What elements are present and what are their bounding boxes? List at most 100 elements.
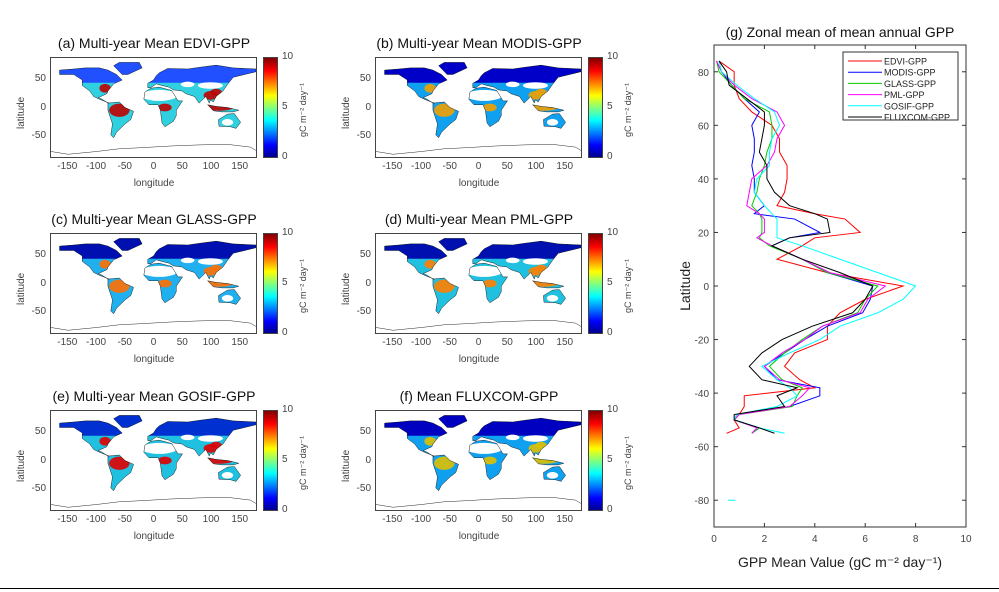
north-america-outline bbox=[59, 243, 123, 280]
greenland-outline bbox=[113, 62, 143, 75]
indonesia-outline bbox=[206, 457, 240, 466]
x-tick-label: 0 bbox=[150, 337, 157, 348]
x-tick-label: -150 bbox=[382, 161, 403, 172]
high-gpp-region bbox=[483, 279, 497, 288]
panel-title: (d) Multi-year Mean PML-GPP bbox=[384, 211, 574, 227]
high-gpp-region bbox=[158, 103, 172, 112]
legend-label: GLASS-GPP bbox=[884, 79, 936, 89]
y-tick-label: 0 bbox=[40, 454, 46, 466]
colorbar-tick-label: 5 bbox=[607, 277, 613, 288]
y-tick-label: -50 bbox=[356, 482, 371, 494]
colorbar bbox=[263, 410, 278, 511]
x-tick-label: 0 bbox=[475, 161, 482, 172]
africa-outline bbox=[468, 86, 508, 128]
x-tick-label: -100 bbox=[85, 337, 107, 348]
y-tick-label: 20 bbox=[698, 228, 710, 239]
legend-label: FLUXCOM-GPP bbox=[884, 113, 950, 123]
desert-region bbox=[522, 435, 548, 442]
antarctica-outline bbox=[376, 320, 581, 331]
y-tick-label: -80 bbox=[695, 496, 710, 507]
x-tick-label: 50 bbox=[176, 514, 188, 525]
eurasia-outline bbox=[472, 240, 581, 280]
high-gpp-region bbox=[424, 436, 436, 446]
x-axis-label: GPP Mean Value (gC m⁻² day⁻¹) bbox=[738, 554, 942, 570]
x-tick-label: -150 bbox=[57, 514, 78, 525]
x-tick-label: 50 bbox=[501, 514, 513, 525]
panel-title: (e) Multi-year Mean GOSIF-GPP bbox=[52, 388, 256, 404]
colorbar-tick-label: 10 bbox=[282, 51, 294, 62]
panel-title: (c) Multi-year Mean GLASS-GPP bbox=[51, 211, 257, 227]
south-america-outline bbox=[432, 101, 459, 139]
series-line-glass-gpp bbox=[716, 60, 879, 434]
indonesia-outline bbox=[531, 457, 565, 466]
antarctica-outline bbox=[51, 497, 256, 508]
x-tick-label: 50 bbox=[176, 161, 188, 172]
y-tick-label: 50 bbox=[359, 249, 371, 261]
y-tick-label: -50 bbox=[356, 129, 371, 141]
desert-region bbox=[221, 295, 234, 302]
africa-outline bbox=[143, 439, 183, 481]
x-tick-label: 150 bbox=[231, 161, 249, 172]
colorbar-tick-label: 0 bbox=[282, 504, 288, 515]
x-axis-label: longitude bbox=[458, 531, 500, 542]
panel-title: (b) Multi-year Mean MODIS-GPP bbox=[376, 35, 582, 51]
x-tick-label: 0 bbox=[475, 337, 482, 348]
x-tick-label: -100 bbox=[85, 514, 107, 525]
plot-area bbox=[713, 44, 967, 528]
x-tick-label: 50 bbox=[176, 337, 188, 348]
y-tick-label: -50 bbox=[31, 129, 46, 141]
series-line-gosif-gpp bbox=[718, 60, 917, 434]
eurasia-outline bbox=[472, 417, 581, 457]
colorbar-tick-label: 0 bbox=[282, 151, 288, 162]
indonesia-outline bbox=[206, 104, 240, 113]
colorbar-tick-label: 10 bbox=[607, 227, 619, 238]
desert-region bbox=[505, 257, 520, 264]
colorbar-tick-label: 10 bbox=[607, 51, 619, 62]
high-gpp-region bbox=[210, 441, 222, 449]
y-tick-label: -60 bbox=[695, 443, 710, 454]
antarctica-outline bbox=[376, 497, 581, 508]
high-gpp-region bbox=[535, 264, 547, 272]
high-gpp-region bbox=[424, 259, 436, 269]
gpp-map bbox=[50, 233, 257, 334]
gpp-map bbox=[375, 233, 582, 334]
greenland-outline bbox=[113, 238, 143, 251]
desert-region bbox=[546, 472, 559, 479]
y-tick-label: 0 bbox=[365, 454, 371, 466]
south-america-outline bbox=[107, 454, 134, 492]
x-tick-label: 10 bbox=[960, 534, 972, 545]
x-axis-label: longitude bbox=[133, 354, 175, 365]
desert-region bbox=[197, 258, 223, 265]
colorbar bbox=[588, 233, 603, 334]
colorbar-tick-label: 5 bbox=[282, 277, 288, 288]
desert-region bbox=[180, 257, 195, 264]
australia-outline bbox=[543, 113, 566, 129]
x-tick-label: -50 bbox=[442, 337, 457, 348]
x-tick-label: 50 bbox=[501, 337, 513, 348]
x-tick-label: 0 bbox=[150, 514, 157, 525]
x-tick-label: 0 bbox=[711, 534, 717, 545]
y-tick-label: 0 bbox=[703, 282, 709, 293]
desert-region bbox=[140, 89, 178, 101]
x-tick-label: 100 bbox=[527, 161, 545, 172]
north-america-outline bbox=[384, 243, 448, 280]
colorbar bbox=[588, 57, 603, 158]
x-tick-label: 8 bbox=[913, 534, 919, 545]
desert-region bbox=[221, 119, 234, 126]
eurasia-outline bbox=[472, 64, 581, 104]
eurasia-outline bbox=[147, 64, 256, 104]
antarctica-outline bbox=[376, 144, 581, 155]
colorbar-tick-label: 0 bbox=[607, 504, 613, 515]
bottom-divider bbox=[0, 588, 999, 589]
gpp-map bbox=[375, 410, 582, 511]
desert-region bbox=[522, 258, 548, 265]
x-tick-label: 6 bbox=[862, 534, 868, 545]
x-tick-label: 100 bbox=[202, 514, 220, 525]
x-tick-label: 4 bbox=[812, 534, 818, 545]
indonesia-outline bbox=[206, 280, 240, 289]
y-tick-label: 60 bbox=[698, 121, 710, 132]
desert-region bbox=[197, 82, 223, 89]
colorbar-tick-label: 5 bbox=[607, 101, 613, 112]
y-tick-label: -50 bbox=[31, 482, 46, 494]
